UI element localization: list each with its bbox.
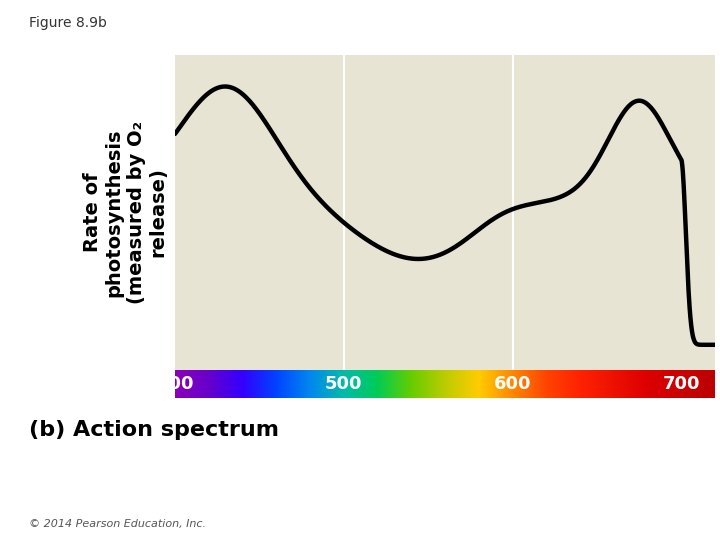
Text: 500: 500 <box>325 375 362 393</box>
Text: (b) Action spectrum: (b) Action spectrum <box>29 420 279 440</box>
Text: 700: 700 <box>662 375 700 393</box>
Text: Figure 8.9b: Figure 8.9b <box>29 16 107 30</box>
Text: 400: 400 <box>156 375 194 393</box>
Text: 600: 600 <box>494 375 531 393</box>
Text: © 2014 Pearson Education, Inc.: © 2014 Pearson Education, Inc. <box>29 519 206 529</box>
Text: Rate of
photosynthesis
(measured by O₂
release): Rate of photosynthesis (measured by O₂ r… <box>83 121 168 304</box>
